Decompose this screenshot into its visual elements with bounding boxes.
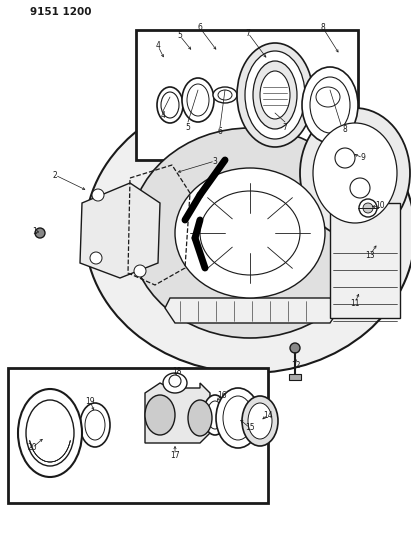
Circle shape bbox=[350, 178, 370, 198]
Bar bbox=[136, 30, 358, 160]
Ellipse shape bbox=[182, 78, 214, 122]
Ellipse shape bbox=[213, 87, 237, 103]
Circle shape bbox=[335, 148, 355, 168]
Bar bbox=[289, 374, 301, 380]
Text: 13: 13 bbox=[365, 251, 375, 260]
Ellipse shape bbox=[175, 168, 325, 298]
Ellipse shape bbox=[316, 87, 340, 107]
Ellipse shape bbox=[237, 43, 313, 147]
Text: 19: 19 bbox=[85, 397, 95, 406]
Ellipse shape bbox=[310, 77, 350, 133]
Ellipse shape bbox=[157, 87, 183, 123]
Circle shape bbox=[169, 375, 181, 387]
Ellipse shape bbox=[253, 61, 297, 129]
Text: 15: 15 bbox=[245, 424, 255, 432]
Text: 3: 3 bbox=[212, 157, 217, 166]
Text: 16: 16 bbox=[217, 391, 227, 400]
Ellipse shape bbox=[18, 389, 82, 477]
Text: 8: 8 bbox=[321, 23, 326, 33]
Ellipse shape bbox=[145, 395, 175, 435]
Circle shape bbox=[90, 252, 102, 264]
Circle shape bbox=[35, 228, 45, 238]
Ellipse shape bbox=[187, 84, 209, 116]
Ellipse shape bbox=[245, 51, 305, 139]
Text: 1: 1 bbox=[32, 227, 37, 236]
Text: 5: 5 bbox=[185, 123, 190, 132]
Ellipse shape bbox=[80, 403, 110, 447]
Text: 20: 20 bbox=[27, 443, 37, 453]
Ellipse shape bbox=[223, 396, 253, 440]
Ellipse shape bbox=[188, 400, 212, 436]
Ellipse shape bbox=[163, 373, 187, 393]
Ellipse shape bbox=[242, 396, 278, 446]
Text: 14: 14 bbox=[263, 410, 273, 419]
Circle shape bbox=[134, 265, 146, 277]
Ellipse shape bbox=[313, 123, 397, 223]
Ellipse shape bbox=[85, 93, 411, 373]
Text: 7: 7 bbox=[282, 123, 287, 132]
Text: 4: 4 bbox=[161, 111, 166, 120]
Ellipse shape bbox=[218, 90, 232, 100]
Text: 6: 6 bbox=[217, 127, 222, 136]
Text: 10: 10 bbox=[375, 201, 385, 211]
Bar bbox=[330, 203, 400, 318]
Circle shape bbox=[359, 199, 377, 217]
Circle shape bbox=[290, 343, 300, 353]
Text: 7: 7 bbox=[245, 28, 250, 37]
Ellipse shape bbox=[300, 108, 410, 238]
Text: 2: 2 bbox=[53, 171, 58, 180]
Ellipse shape bbox=[161, 92, 179, 118]
Text: 4: 4 bbox=[155, 42, 160, 51]
Ellipse shape bbox=[302, 67, 358, 143]
Ellipse shape bbox=[203, 395, 227, 435]
Text: 9: 9 bbox=[360, 154, 365, 163]
Circle shape bbox=[363, 203, 373, 213]
Ellipse shape bbox=[248, 403, 272, 439]
Circle shape bbox=[92, 189, 104, 201]
Text: 12: 12 bbox=[291, 360, 301, 369]
Ellipse shape bbox=[207, 401, 223, 429]
Text: 9151 1200: 9151 1200 bbox=[30, 7, 92, 17]
Text: 17: 17 bbox=[170, 450, 180, 459]
Polygon shape bbox=[165, 298, 340, 323]
Polygon shape bbox=[80, 183, 160, 278]
Text: 5: 5 bbox=[178, 31, 182, 41]
Polygon shape bbox=[145, 383, 210, 443]
Ellipse shape bbox=[85, 410, 105, 440]
Ellipse shape bbox=[200, 191, 300, 275]
Bar bbox=[8, 368, 268, 503]
Ellipse shape bbox=[216, 388, 260, 448]
Ellipse shape bbox=[26, 400, 74, 466]
Text: 6: 6 bbox=[198, 23, 203, 33]
Ellipse shape bbox=[130, 128, 370, 338]
Text: 8: 8 bbox=[343, 125, 347, 134]
Ellipse shape bbox=[260, 71, 290, 119]
Text: 18: 18 bbox=[172, 367, 182, 376]
Text: 11: 11 bbox=[350, 298, 360, 308]
